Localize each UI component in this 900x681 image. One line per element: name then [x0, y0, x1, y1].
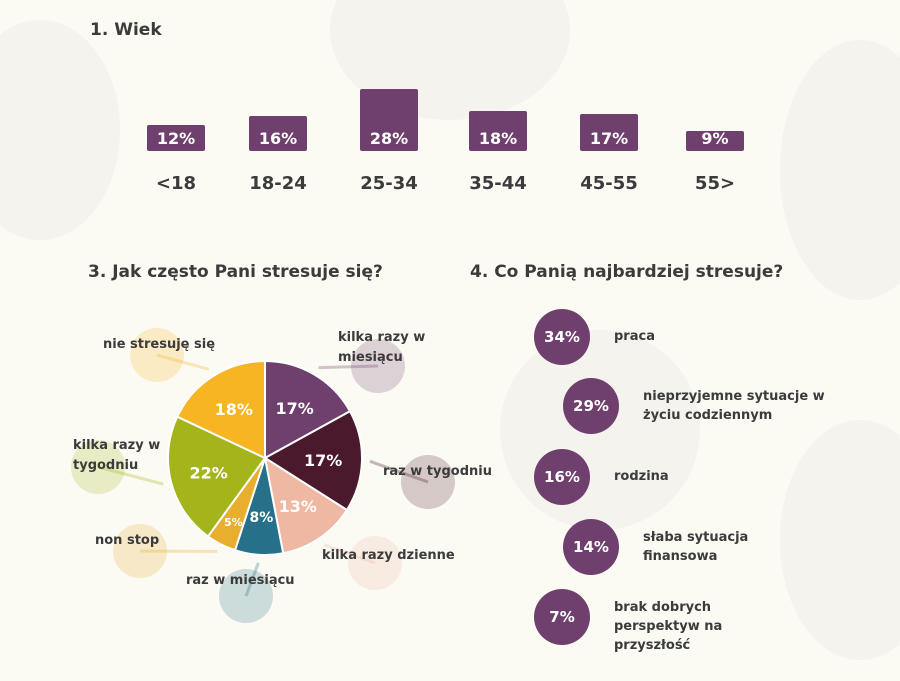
pie-slice-2	[263, 455, 349, 555]
label-bubble	[71, 440, 125, 494]
stress-cause-label: rodzina	[614, 469, 669, 484]
bar-<18	[147, 124, 205, 151]
stress-percent-circle: 14%	[563, 519, 619, 575]
slice-value-label: 8%	[249, 510, 273, 526]
slice-value-label: 22%	[189, 463, 227, 482]
category-label: 35-44	[469, 173, 527, 194]
category-label: <18	[155, 173, 197, 194]
leader-line	[156, 353, 210, 371]
stress-percent-circle: 34%	[534, 309, 590, 365]
slice-category-label: raz w tygodniu	[383, 464, 493, 479]
slice-category-label: kilka razy dzienne	[322, 548, 455, 563]
slice-category-label: non stop	[95, 533, 160, 548]
bar-value-label: 18%	[478, 129, 518, 148]
stress-cause-label: brak dobrych perspektyw na przyszłość	[614, 600, 723, 653]
slice-value-label: 13%	[279, 497, 317, 516]
category-label: 55>	[694, 173, 736, 194]
bar-value-label: 9%	[701, 129, 729, 148]
label-bubble	[219, 569, 273, 623]
pie-title: 3. Jak często Pani stresuje się?	[88, 262, 383, 282]
category-label: 18-24	[249, 173, 307, 194]
age-title: 1. Wiek	[90, 20, 162, 40]
slice-value-label: 17%	[304, 451, 342, 470]
slice-category-label: kilka razy w miesiącu	[338, 330, 426, 365]
list-title: 4. Co Panią najbardziej stresuje?	[470, 262, 784, 282]
category-label: 45-55	[580, 173, 638, 194]
bar-45-55	[580, 113, 638, 151]
bar-55>	[686, 131, 744, 151]
label-bubble	[348, 536, 402, 590]
bar-value-label: 16%	[258, 129, 298, 148]
stress-cause-label: nieprzyjemne sytuacje w życiu codziennym	[643, 389, 825, 423]
bar-18-24	[249, 115, 307, 151]
stress-cause-label: słaba sytuacja finansowa	[643, 530, 749, 564]
bar-35-44	[469, 111, 527, 151]
slice-category-label: nie stresuję się	[103, 337, 216, 352]
slice-category-label: kilka razy w tygodniu	[73, 438, 161, 473]
pie-slice-0	[264, 359, 352, 460]
leader-line	[97, 465, 164, 486]
stress-percent-circle: 29%	[563, 378, 619, 434]
bar-value-label: 28%	[369, 129, 409, 148]
label-bubble	[351, 339, 405, 393]
pie-slice-1	[263, 409, 363, 512]
slice-category-label: raz w miesiącu	[186, 573, 295, 588]
bar-value-label: 17%	[589, 129, 629, 148]
leader-line	[244, 562, 260, 597]
bar-value-label: 12%	[156, 129, 196, 148]
slice-value-label: 17%	[275, 399, 313, 418]
stress-percent-circle: 16%	[534, 449, 590, 505]
stress-cause-label: praca	[614, 329, 655, 344]
slice-value-label: 18%	[215, 400, 253, 419]
leader-line	[323, 543, 376, 565]
label-bubble	[401, 455, 455, 509]
leader-line	[139, 549, 218, 554]
label-bubble	[130, 328, 184, 382]
background-mask	[780, 40, 900, 300]
stress-percent-circle: 7%	[534, 589, 590, 645]
leader-line	[318, 364, 379, 370]
label-bubble	[113, 524, 167, 578]
background-mask	[780, 420, 900, 660]
bar-25-34	[360, 89, 418, 151]
pie-slice-6	[175, 359, 266, 460]
slice-value-label: 5%	[224, 516, 243, 529]
leader-line	[369, 459, 429, 484]
category-label: 25-34	[360, 173, 418, 194]
